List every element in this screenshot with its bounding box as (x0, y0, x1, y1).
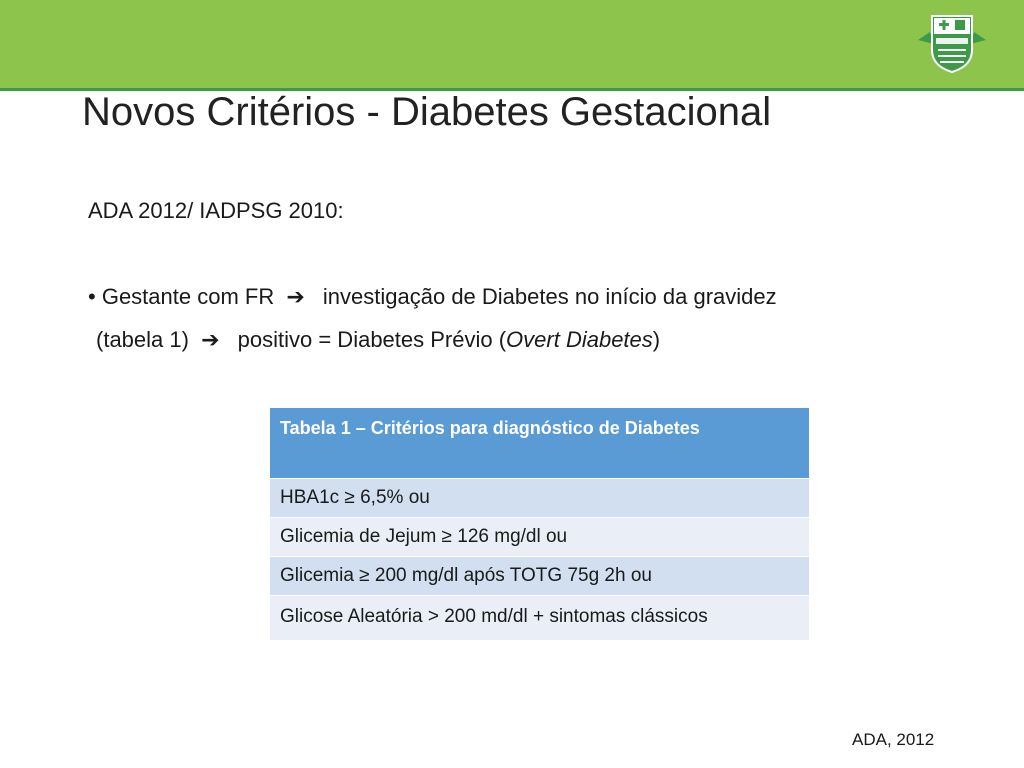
table-header-row: Tabela 1 – Critérios para diagnóstico de… (269, 407, 810, 479)
page-title: Novos Critérios - Diabetes Gestacional (82, 90, 772, 134)
source-citation: ADA, 2012 (852, 730, 935, 749)
bullet-text-part5: ) (652, 327, 661, 352)
bullet-text-part1: Gestante com FR (101, 284, 275, 309)
table-row: Glicose Aleatória > 200 md/dl + sintomas… (269, 595, 810, 641)
table-cell: Glicemia ≥ 200 mg/dl após TOTG 75g 2h ou (269, 556, 810, 596)
table-row: Glicemia ≥ 200 mg/dl após TOTG 75g 2h ou (269, 556, 810, 596)
criteria-table: Tabela 1 – Critérios para diagnóstico de… (269, 407, 810, 641)
table-header: Tabela 1 – Critérios para diagnóstico de… (269, 407, 810, 479)
subheading: ADA 2012/ IADPSG 2010: (88, 198, 344, 223)
table-cell: HBA1c ≥ 6,5% ou (269, 478, 810, 518)
table-row: Glicemia de Jejum ≥ 126 mg/dl ou (269, 517, 810, 557)
bullet-continuation: (tabela 1) ➔ positivo = Diabetes Prévio … (96, 327, 660, 353)
overt-diabetes-term: Overt Diabetes (506, 327, 653, 352)
table-cell: Glicemia de Jejum ≥ 126 mg/dl ou (269, 517, 810, 557)
table-cell: Glicose Aleatória > 200 md/dl + sintomas… (269, 595, 810, 641)
bullet-text-part3: (tabela 1) (96, 327, 189, 352)
bullet-text-part4: positivo = Diabetes Prévio ( (237, 327, 507, 352)
header-divider (0, 88, 1024, 91)
header-band (0, 0, 1024, 88)
table-row: HBA1c ≥ 6,5% ou (269, 478, 810, 518)
bullet-marker: • (88, 284, 96, 309)
right-arrow-icon: ➔ (286, 284, 305, 309)
shield-cross-emblem-icon (918, 15, 986, 74)
bullet-point: • Gestante com FR ➔ investigação de Diab… (88, 284, 777, 310)
bullet-text-part2: investigação de Diabetes no início da gr… (322, 284, 777, 309)
right-arrow-icon: ➔ (201, 327, 220, 352)
